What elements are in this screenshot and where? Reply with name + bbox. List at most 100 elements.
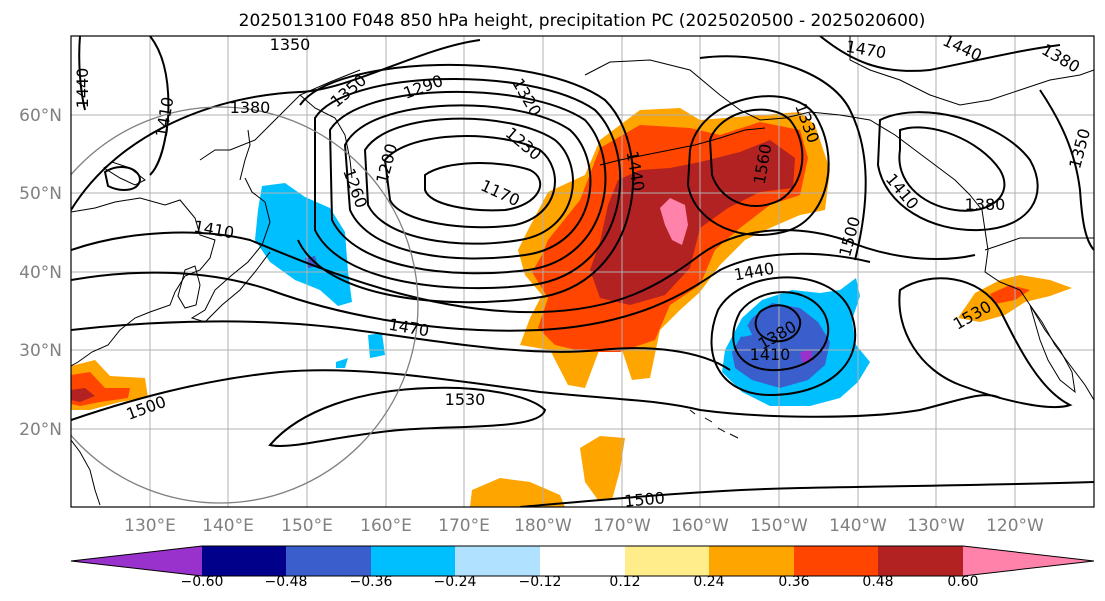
precip-darkred-main [590,140,795,305]
precip-deepskyblue-small1 [368,333,385,358]
coast-alaska [584,59,971,196]
colorbar-tick-label: −0.36 [350,574,393,590]
contour-1500-south [519,481,1094,507]
colorbar-segment [540,546,625,576]
coast-border-canada-us [984,237,1094,251]
contour-label: 1380 [230,98,271,117]
colorbar-segment [455,546,540,576]
contour-ridge-1530 [686,95,830,236]
lat-label: 60°N [19,106,62,126]
precip-darkred-taiwan [71,388,95,402]
precip-shading-positive [71,108,1072,507]
lon-label: 160°W [671,516,729,536]
colorbar-tick-label: 0.24 [693,574,724,590]
colorbar-segment [286,546,371,576]
colorbar-tick-label: 0.48 [862,574,893,590]
coast-sakhalin [239,129,251,181]
contour-ridge-1560 [708,108,804,207]
coast-aleutians [599,127,766,166]
contour-label: 1530 [445,390,486,409]
coast-baja [1029,304,1076,394]
contour-ridge-1470 [819,36,1061,72]
contour-label: 1440 [73,68,92,109]
lon-label: 140°E [202,516,254,536]
contour-low-1410 [732,291,830,372]
contour-east-1440 [1039,89,1094,251]
precip-deepskyblue-mid [740,326,752,337]
contour-low-1440 [710,276,857,397]
projection-circle [71,106,419,504]
colorbar-segment [371,546,455,576]
coast-hawaii [689,409,739,439]
lon-label: 120°W [986,516,1044,536]
contour-1470 [71,320,731,371]
colorbar-segments [70,545,1095,577]
contour-west-1440 [78,36,86,111]
colorbar-tick-label: −0.12 [519,574,562,590]
contour-1350 [297,63,634,304]
gridlines [71,36,1094,507]
lon-label: 130°E [124,516,176,536]
coast-canada-north [849,36,1094,106]
map-frame [70,35,1095,508]
lon-label: 170°W [593,516,651,536]
lon-label: 130°W [907,516,965,536]
map-title: 2025013100 F048 850 hPa height, precipit… [239,11,926,31]
precip-orange-south1 [580,436,625,500]
colorbar-segment [71,546,202,576]
contour-1230 [363,117,574,245]
precip-deepskyblue-small2 [336,358,348,368]
coast-philippines [71,439,101,506]
coast-korea [177,265,201,309]
contour-1380-north [71,39,481,211]
coast-kamchatka [299,94,353,179]
colorbar-tick-labels: −0.60 −0.48 −0.36 −0.24 −0.12 0.12 0.24 … [181,574,979,590]
map-panel: 1350 1440 1380 1410 1350 1290 1320 1470 … [19,35,1095,536]
contour-1440 [71,252,871,332]
precip-pink-core [660,198,688,245]
contour-west-small [103,165,142,191]
precip-darkorchid-gulf [800,350,812,362]
height-contours [71,36,1094,507]
contour-1410 [71,229,976,314]
colorbar-segment [878,546,963,576]
lat-label: 50°N [19,184,62,204]
lon-label: 150°E [281,516,333,536]
contour-label: 1410 [750,345,791,364]
contour-label: 1380 [965,195,1006,214]
latitude-labels: 60°N 50°N 40°N 30°N 20°N [19,106,62,440]
lat-label: 20°N [19,420,62,440]
lat-label: 30°N [19,341,62,361]
colorbar-tick-label: 0.36 [778,574,809,590]
colorbar: −0.60 −0.48 −0.36 −0.24 −0.12 0.12 0.24 … [70,545,1095,590]
contour-1170 [424,162,542,212]
contour-1200 [383,135,556,229]
precip-deepskyblue-japan [255,183,352,306]
contour-1320 [314,78,622,290]
lat-label: 40°N [19,263,62,283]
colorbar-tick-label: −0.24 [434,574,477,590]
contour-subtropical-1530 [898,277,1073,409]
colorbar-segment [794,546,878,576]
colorbar-tick-label: −0.48 [265,574,308,590]
contour-1530 [268,386,547,447]
contour-label: 1350 [270,35,311,54]
colorbar-segment [202,546,286,576]
lon-label: 140°W [829,516,887,536]
colorbar-tick-label: −0.60 [181,574,224,590]
contour-east-1380 [898,126,1006,212]
precip-orange-south2 [470,478,565,507]
lon-label: 150°W [750,516,808,536]
contour-west-1410 [149,36,170,176]
lon-label: 160°E [360,516,412,536]
colorbar-tick-label: 0.12 [609,574,640,590]
longitude-labels: 130°E 140°E 150°E 160°E 170°E 180°W 170°… [124,516,1044,536]
contour-1500 [71,369,1001,421]
colorbar-segment [625,546,709,576]
lon-label: 170°E [438,516,490,536]
lon-label: 180°W [514,516,572,536]
coast-siberia-north [199,69,361,161]
contour-ridge-1500 [699,55,867,261]
colorbar-segment [963,546,1094,576]
